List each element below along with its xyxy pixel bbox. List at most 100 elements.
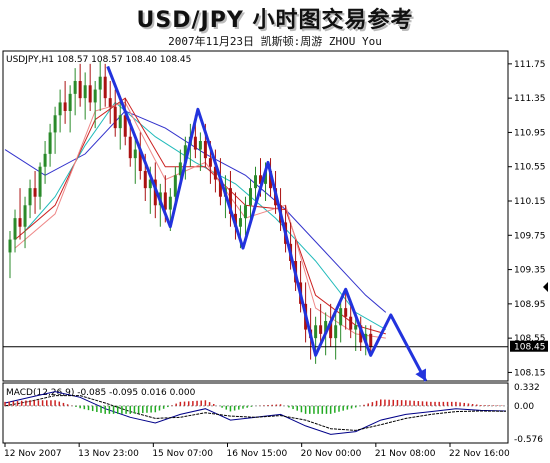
candle-body — [218, 179, 222, 197]
candle-body — [133, 149, 137, 159]
candle-body — [8, 239, 12, 253]
candle-body — [339, 308, 343, 326]
candle-body — [183, 145, 187, 163]
candle-body — [83, 85, 87, 99]
price-tick-label: 108.95 — [514, 300, 546, 310]
candle-body — [213, 166, 217, 180]
candle-body — [173, 175, 177, 197]
candle-body — [28, 188, 32, 206]
zigzag-arrow-icon — [415, 368, 426, 381]
candle-body — [238, 218, 242, 227]
symbol-label: USDJPY,H1 108.57 108.57 108.40 108.45 — [6, 55, 191, 65]
candle-body — [259, 175, 263, 184]
page-subtitle: 2007年11月23日 凯斯顿:周游 ZHOU You — [168, 35, 382, 48]
candle-body — [243, 205, 247, 219]
candle-body — [264, 171, 268, 184]
candle-body — [198, 141, 202, 150]
candle-body — [228, 188, 232, 214]
macd-panel — [2, 382, 509, 444]
candle-body — [13, 218, 17, 240]
candle-body — [163, 192, 167, 210]
candle-body — [168, 196, 172, 210]
candlesticks — [8, 61, 373, 364]
candle-body — [344, 308, 348, 317]
candle-body — [98, 76, 102, 90]
candle-body — [208, 158, 212, 167]
candle-body — [254, 175, 257, 189]
candle-body — [193, 136, 197, 150]
price-axis: 111.75 111.35 110.95 110.55 110.15 109.75 109.… — [508, 60, 546, 378]
time-tick-label: 21 Nov 08:00 — [375, 449, 436, 459]
macd-axis: 0.332 0.00 -0.576 — [514, 383, 543, 445]
candle-body — [269, 171, 273, 189]
candle-body — [369, 333, 373, 347]
price-tick-label: 108.15 — [514, 368, 546, 378]
candle-body — [48, 132, 52, 154]
time-axis: 12 Nov 2007 13 Nov 23:00 15 Nov 07:00 16 No… — [4, 443, 510, 459]
candle-body — [38, 166, 42, 197]
price-tick-label: 109.75 — [514, 231, 546, 241]
time-tick-label: 13 Nov 23:00 — [78, 449, 139, 459]
macd-tick-label: -0.576 — [514, 435, 543, 445]
price-tick-label: 110.95 — [514, 128, 546, 138]
candle-body — [68, 93, 72, 111]
candle-body — [128, 136, 132, 159]
macd-tick-label: 0.332 — [514, 383, 540, 393]
candle-body — [58, 102, 62, 116]
candle-body — [148, 179, 152, 189]
zigzag-projection — [106, 65, 428, 382]
candle-body — [63, 102, 67, 111]
time-tick-label: 12 Nov 2007 — [4, 449, 62, 459]
candle-body — [349, 316, 353, 330]
time-tick-label: 20 Nov 00:00 — [301, 449, 362, 459]
price-tick-label: 111.35 — [514, 94, 546, 104]
price-panel — [2, 50, 509, 382]
candle-body — [143, 171, 147, 189]
candle-body — [329, 321, 333, 339]
candle-body — [324, 321, 328, 334]
candle-body — [113, 106, 117, 129]
page-title: USD/JPY 小时图交易参考 — [136, 8, 414, 33]
candle-body — [93, 89, 97, 103]
scroll-marker-icon — [543, 282, 548, 292]
price-tick-label: 109.35 — [514, 266, 546, 276]
candle-body — [43, 153, 47, 167]
macd-label: MACD(12,26,9) -0.085 -0.095 0.016 0.000 — [6, 388, 196, 398]
candle-body — [18, 218, 22, 227]
candle-body — [78, 81, 82, 99]
time-tick-label: 15 Nov 07:00 — [152, 449, 213, 459]
candle-body — [314, 325, 318, 339]
candle-body — [178, 162, 182, 176]
macd-main-line — [4, 391, 507, 435]
time-tick-label: 22 Nov 16:00 — [449, 449, 510, 459]
price-tick-label: 111.75 — [514, 60, 546, 70]
price-tick-label: 110.55 — [514, 163, 546, 173]
candle-body — [319, 325, 323, 334]
candle-body — [203, 141, 207, 159]
candle-body — [138, 149, 142, 171]
current-price-box — [510, 340, 548, 352]
price-tick-label: 110.15 — [514, 197, 546, 207]
macd-signal-line — [4, 395, 507, 431]
candle-body — [334, 325, 338, 339]
candle-body — [103, 76, 107, 99]
candle-body — [123, 115, 127, 137]
candle-body — [23, 205, 27, 227]
candle-body — [248, 188, 252, 206]
candle-body — [108, 98, 112, 107]
candle-body — [53, 115, 57, 133]
macd-tick-label: 0.00 — [514, 402, 534, 412]
candle-body — [88, 85, 92, 103]
time-tick-label: 16 Nov 15:00 — [227, 449, 288, 459]
candle-body — [33, 188, 37, 197]
candle-body — [359, 325, 363, 343]
candle-body — [354, 325, 358, 330]
candle-body — [153, 179, 157, 206]
candle-body — [73, 81, 77, 94]
macd-lines — [3, 391, 508, 435]
candle-body — [118, 115, 122, 129]
current-price-label: 108.45 — [514, 343, 546, 353]
price-tick-label: 108.55 — [514, 334, 546, 344]
zigzag-line — [106, 65, 428, 382]
